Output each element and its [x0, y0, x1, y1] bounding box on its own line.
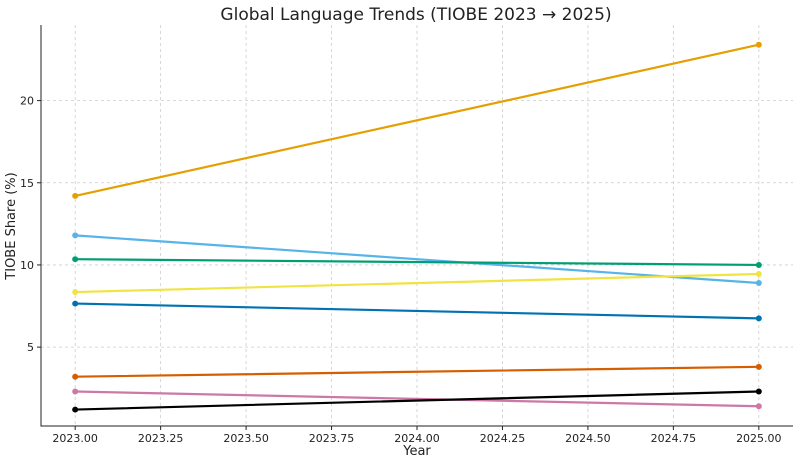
series-4: [72, 270, 762, 296]
x-tick-label: 2023.25: [138, 432, 184, 445]
series-line: [74, 365, 760, 378]
series-line: [74, 258, 760, 267]
data-point: [72, 388, 79, 395]
data-point: [72, 232, 79, 239]
data-point: [72, 289, 79, 296]
data-point: [72, 373, 79, 380]
series-layer: [72, 41, 762, 413]
series-line: [74, 302, 760, 320]
data-point: [72, 406, 79, 413]
x-axis-ticks: 2023.00 2023.25 2023.50 2023.75 2024.00 2024.…: [52, 426, 782, 445]
data-point: [755, 403, 762, 410]
series-1: [72, 41, 762, 199]
x-tick-label: 2025.00: [736, 432, 782, 445]
axes-spine: [40, 25, 793, 427]
x-tick-label: 2023.50: [223, 432, 269, 445]
series-line: [74, 272, 760, 294]
data-point: [755, 388, 762, 395]
data-point: [755, 315, 762, 322]
series-7: [72, 388, 762, 410]
x-tick-label: 2023.75: [309, 432, 355, 445]
series-2: [72, 232, 762, 287]
grid: [41, 25, 793, 426]
chart-title: Global Language Trends (TIOBE 2023 → 202…: [220, 5, 611, 25]
data-point: [72, 256, 79, 263]
x-tick-label: 2024.75: [651, 432, 697, 445]
series-line: [74, 390, 760, 411]
y-tick-label: 5: [27, 341, 34, 354]
y-axis-ticks: 5 10 15 20: [20, 95, 41, 354]
series-line: [74, 234, 760, 285]
data-point: [755, 280, 762, 287]
y-tick-label: 15: [20, 177, 34, 190]
series-5: [72, 300, 762, 322]
y-tick-label: 20: [20, 95, 34, 108]
y-tick-label: 10: [20, 259, 34, 272]
data-point: [755, 363, 762, 370]
series-line: [74, 390, 760, 408]
data-point: [72, 300, 79, 307]
x-tick-label: 2023.00: [52, 432, 98, 445]
series-8: [72, 388, 762, 413]
data-point: [755, 261, 762, 268]
x-tick-label: 2024.25: [480, 432, 526, 445]
x-tick-label: 2024.50: [565, 432, 611, 445]
series-line: [74, 43, 760, 198]
data-point: [72, 192, 79, 199]
x-axis-label: Year: [402, 444, 431, 459]
data-point: [755, 270, 762, 277]
y-axis-label: TIOBE Share (%): [4, 172, 19, 280]
series-6: [72, 363, 762, 380]
x-tick-label: 2024.00: [394, 432, 440, 445]
data-point: [755, 41, 762, 48]
series-3: [72, 256, 762, 268]
